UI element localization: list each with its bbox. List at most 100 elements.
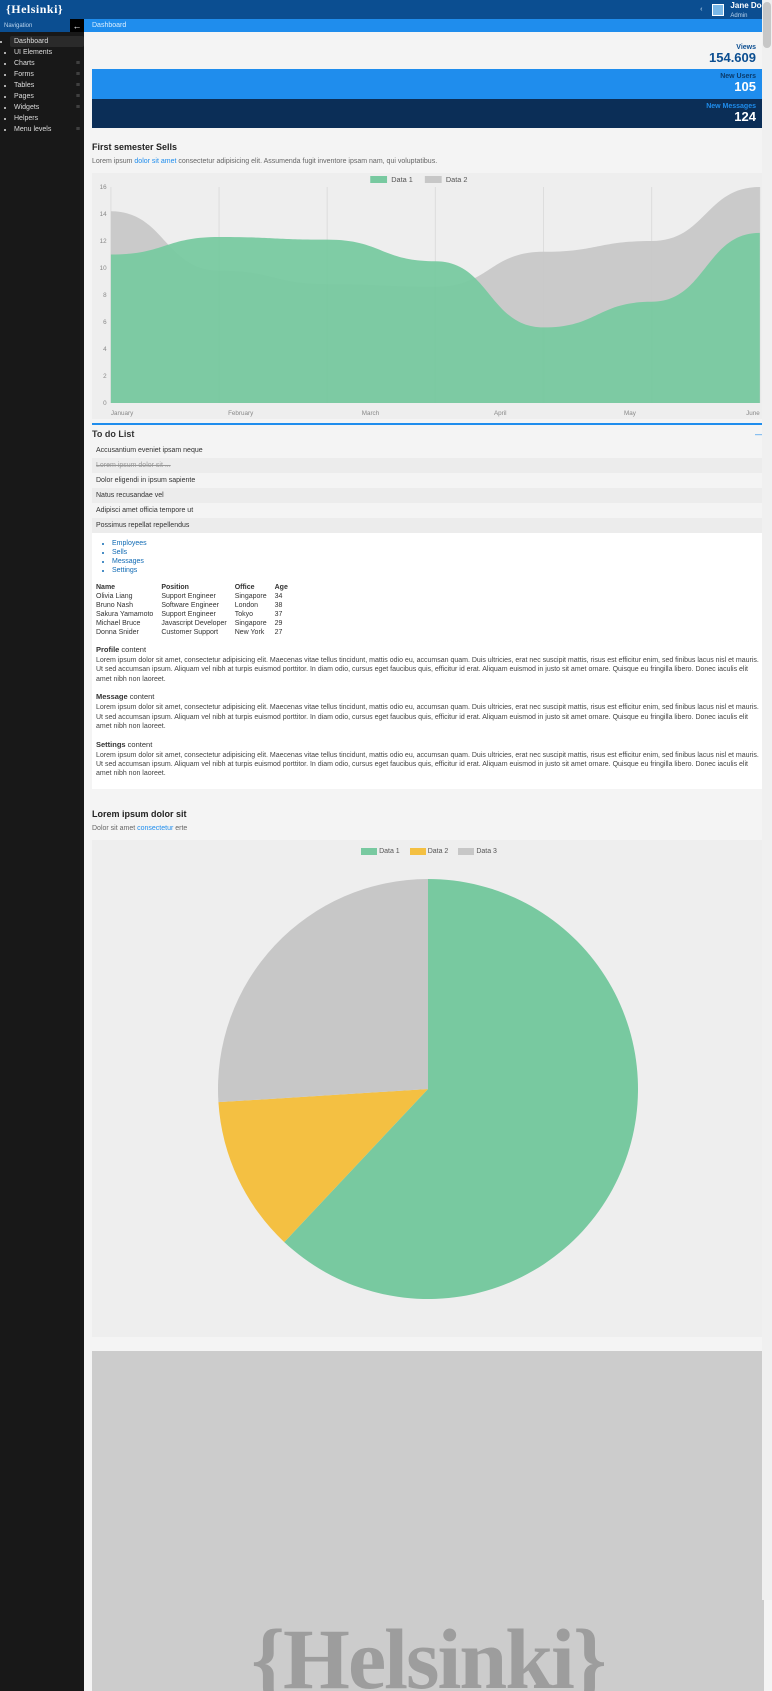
svg-text:Data 2: Data 2 <box>446 176 468 184</box>
svg-text:March: March <box>362 410 380 417</box>
area-chart: 0246810121416JanuaryFebruaryMarchAprilMa… <box>92 173 764 419</box>
table-row[interactable]: Sakura YamamotoSupport EngineerTokyo37 <box>96 610 296 619</box>
tab-content-block: Profile contentLorem ipsum dolor sit ame… <box>96 645 760 684</box>
sidebar-item-label: Dashboard <box>14 38 48 45</box>
todo-item[interactable]: Dolor eligendi in ipsum sapiente <box>92 473 764 488</box>
brand-logo[interactable]: {Helsinki} <box>6 2 63 17</box>
sidebar-item-tables[interactable]: Tables≡ <box>14 80 84 91</box>
tab-link[interactable]: Messages <box>112 558 144 565</box>
pie-panel-subtitle: Dolor sit amet consectetur erte <box>92 825 764 832</box>
tab-block-body: Lorem ipsum dolor sit amet, consectetur … <box>96 656 760 684</box>
stat-views[interactable]: Views 154.609 <box>92 40 764 69</box>
tab-sells[interactable]: Sells <box>112 548 760 557</box>
table-header: Office <box>235 583 275 592</box>
todo-item[interactable]: Accusantium eveniet ipsam neque <box>92 443 764 458</box>
pie-panel-link[interactable]: consectetur <box>137 825 173 832</box>
svg-text:January: January <box>111 410 134 417</box>
tab-settings[interactable]: Settings <box>112 566 760 575</box>
nav-header-label: Navigation <box>4 23 32 29</box>
todo-item[interactable]: Natus recusandae vel <box>92 488 764 503</box>
sidebar-item-label: Forms <box>14 71 34 78</box>
sidebar-item-label: Pages <box>14 93 34 100</box>
breadcrumb-bar: Dashboard <box>84 19 772 32</box>
sidebar-item-charts[interactable]: Charts≡ <box>14 58 84 69</box>
submenu-icon: ≡ <box>76 93 80 100</box>
stat-new-messages[interactable]: New Messages 124 <box>92 99 764 128</box>
nav-header: Navigation ← <box>0 19 84 32</box>
sidebar-item-helpers[interactable]: Helpers <box>14 113 84 124</box>
stat-views-value: 154.609 <box>100 51 756 65</box>
sidebar-item-label: Helpers <box>14 115 38 122</box>
submenu-icon: ≡ <box>76 71 80 78</box>
sidebar-item-dashboard[interactable]: Dashboard <box>10 36 84 47</box>
todo-item[interactable]: Possimus repellat repellendus <box>92 518 764 533</box>
area-panel-title: First semester Sells <box>92 142 764 152</box>
table-row[interactable]: Olivia LiangSupport EngineerSingapore34 <box>96 592 296 601</box>
legend-swatch <box>410 848 426 855</box>
tab-messages[interactable]: Messages <box>112 557 760 566</box>
svg-text:8: 8 <box>103 292 107 299</box>
svg-text:16: 16 <box>100 184 108 191</box>
table-row[interactable]: Donna SniderCustomer SupportNew York27 <box>96 628 296 637</box>
stat-views-label: Views <box>100 44 756 51</box>
submenu-icon: ≡ <box>76 104 80 111</box>
svg-text:12: 12 <box>100 238 108 245</box>
sidebar-item-label: Menu levels <box>14 126 51 133</box>
tab-block-body: Lorem ipsum dolor sit amet, consectetur … <box>96 751 760 779</box>
tab-content-block: Settings content Lorem ipsum dolor sit am… <box>96 740 760 779</box>
sidebar-item-label: UI Elements <box>14 49 52 56</box>
sidebar-item-forms[interactable]: Forms ≡ <box>14 69 84 80</box>
breadcrumb[interactable]: Dashboard <box>92 22 126 29</box>
tab-link[interactable]: Employees <box>112 540 147 547</box>
sidebar-item-widgets[interactable]: Widgets≡ <box>14 102 84 113</box>
sidebar-collapse-button[interactable]: ← <box>70 19 84 32</box>
stat-newusers-value: 105 <box>100 80 756 94</box>
user-menu[interactable]: ‹ Jane Doe Admin <box>700 1 766 19</box>
subheader: Navigation ← Dashboard <box>0 19 772 32</box>
svg-text:February: February <box>228 410 254 417</box>
svg-text:April: April <box>494 410 507 417</box>
vertical-scrollbar[interactable] <box>762 0 772 1600</box>
table-row[interactable]: Bruno NashSoftware EngineerLondon38 <box>96 601 296 610</box>
legend-label: Data 2 <box>428 848 449 855</box>
tab-link[interactable]: Settings <box>112 567 137 574</box>
svg-text:4: 4 <box>103 346 107 353</box>
main-content: Views 154.609 New Users 105 New Messages… <box>84 32 772 1691</box>
table-header: Age <box>275 583 296 592</box>
area-panel-subtitle: Lorem ipsum dolor sit amet consectetur a… <box>92 158 764 165</box>
sidebar: DashboardUI ElementsCharts≡Forms≡Tables≡… <box>0 32 84 1691</box>
tab-block-title: Settings content <box>96 740 760 749</box>
todo-title: To do List <box>92 429 134 439</box>
panel-todo: To do List — Accusantium eveniet ipsam n… <box>92 423 764 533</box>
stat-new-users[interactable]: New Users 105 <box>92 69 764 98</box>
sidebar-item-ui-elements[interactable]: UI Elements <box>14 47 84 58</box>
tab-employees[interactable]: Employees <box>112 539 760 548</box>
todo-item[interactable]: Lorem ipsum dolor sit ... <box>92 458 764 473</box>
stat-msgs-value: 124 <box>100 110 756 124</box>
todo-item[interactable]: Adipisci amet officia tempore ut <box>92 503 764 518</box>
svg-text:14: 14 <box>100 211 108 218</box>
table-row[interactable]: Michael BruceJavascript DeveloperSingapo… <box>96 619 296 628</box>
svg-text:June: June <box>746 410 760 417</box>
tab-link[interactable]: Sells <box>112 549 127 556</box>
user-name: Jane Doe <box>730 1 766 10</box>
pie-chart: Data 1Data 2Data 3 <box>92 840 764 1337</box>
area-panel-link[interactable]: dolor sit amet <box>134 158 176 165</box>
legend-label: Data 1 <box>379 848 400 855</box>
sidebar-item-label: Tables <box>14 82 34 89</box>
tab-content-block: Message contentLorem ipsum dolor sit ame… <box>96 692 760 731</box>
submenu-icon: ≡ <box>76 126 80 133</box>
stat-newusers-label: New Users <box>100 73 756 80</box>
sidebar-item-pages[interactable]: Pages ≡ <box>14 91 84 102</box>
user-role: Admin <box>730 13 747 19</box>
topbar: {Helsinki} ‹ Jane Doe Admin <box>0 0 772 19</box>
tab-block-body: Lorem ipsum dolor sit amet, consectetur … <box>96 703 760 731</box>
stat-msgs-label: New Messages <box>100 103 756 110</box>
pie-panel-title: Lorem ipsum dolor sit <box>92 809 764 819</box>
employees-table: NamePositionOfficeAgeOlivia LiangSupport… <box>96 583 296 637</box>
chevron-left-icon: ‹ <box>700 6 702 13</box>
sidebar-item-menu-levels[interactable]: Menu levels ≡ <box>14 124 84 135</box>
svg-text:10: 10 <box>100 265 108 272</box>
scrollbar-thumb[interactable] <box>763 2 771 48</box>
legend-swatch <box>458 848 474 855</box>
